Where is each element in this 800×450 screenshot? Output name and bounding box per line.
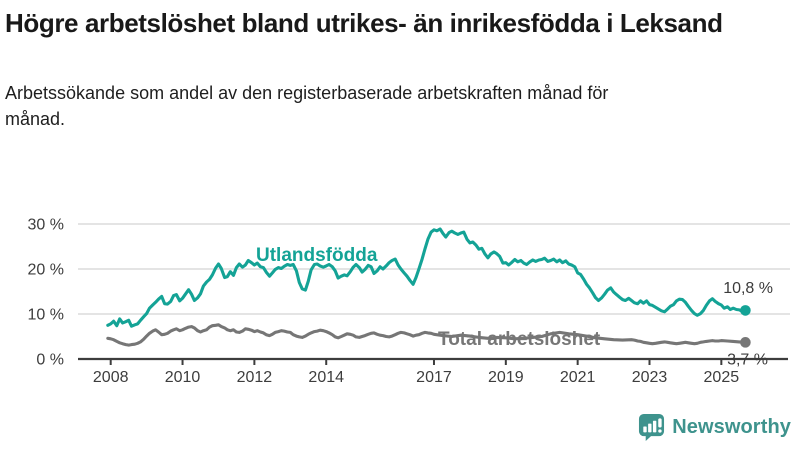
newsworthy-chart-speech-bubble-icon xyxy=(639,414,665,441)
series-label-total-arbetsloshet: Total arbetslöshet xyxy=(438,329,601,350)
chart-subtitle: Arbetssökande som andel av den registerb… xyxy=(5,83,609,130)
chart-header: Högre arbetslöshet bland utrikes- än inr… xyxy=(5,6,795,133)
x-axis-label-2019: 2019 xyxy=(488,369,524,386)
x-axis-label-2008: 2008 xyxy=(93,369,129,386)
series-end-dot-total-arbetsloshet xyxy=(740,337,751,348)
x-axis-label-2014: 2014 xyxy=(308,369,344,386)
y-axis-label-0: 0 % xyxy=(36,352,64,369)
series-line-utlandsfodda xyxy=(106,227,747,328)
y-axis-label-20: 20 % xyxy=(28,262,64,279)
x-axis-label-2023: 2023 xyxy=(632,369,668,386)
series-line-total-arbetsloshet xyxy=(106,323,747,347)
x-axis-label-2021: 2021 xyxy=(560,369,596,386)
newsworthy-wordmark: Newsworthy xyxy=(672,416,791,438)
y-axis-label-10: 10 % xyxy=(28,307,64,324)
end-value-label-total-arbetsloshet: 3,7 % xyxy=(727,352,768,369)
page-title: Högre arbetslöshet bland utrikes- än inr… xyxy=(5,8,723,38)
x-axis-label-2012: 2012 xyxy=(237,369,273,386)
newsworthy-logo: Newsworthy xyxy=(638,413,791,442)
x-axis-label-2017: 2017 xyxy=(416,369,452,386)
x-axis-label-2025: 2025 xyxy=(704,369,740,386)
unemployment-line-chart: 0 % 10 % 20 % 30 % 2008 2010 2012 2014 2017 2019 2… xyxy=(28,217,790,386)
y-axis-label-30: 30 % xyxy=(28,217,64,234)
series-label-utlandsfodda: Utlandsfödda xyxy=(256,245,378,266)
x-axis-label-2010: 2010 xyxy=(165,369,201,386)
end-value-label-utlandsfodda: 10,8 % xyxy=(723,280,773,297)
series-end-dot-utlandsfodda xyxy=(740,305,751,316)
